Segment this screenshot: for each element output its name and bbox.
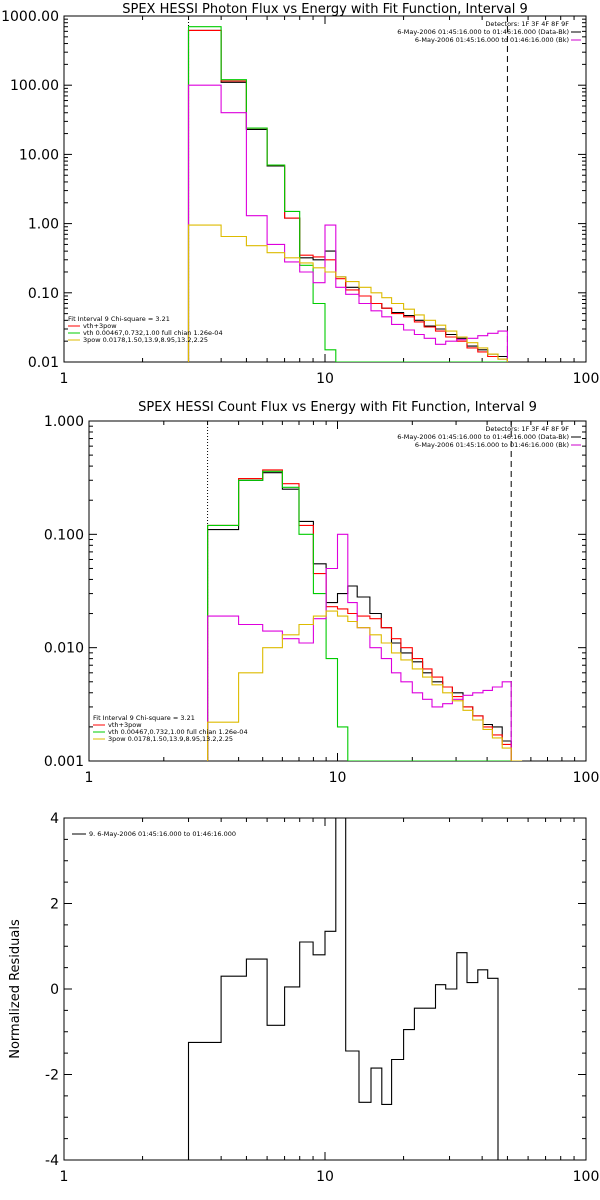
photon-series-4 — [187, 224, 508, 362]
photon-y-tick-label: 100.00 — [10, 78, 59, 94]
photon-y-tick-label: 1.00 — [28, 217, 59, 233]
count-series-4 — [207, 610, 523, 761]
count-series-2 — [207, 470, 523, 761]
count-legend-bottomleft-entry: vth 0.00467,0.732,1.00 full chian 1.26e-… — [108, 728, 248, 736]
residuals-y-tick-label: 4 — [50, 811, 59, 827]
photon-x-ticks — [63, 16, 575, 362]
photon-legend-bottomleft-entry: Fit Interval 9 Chi-square = 3.21 — [68, 315, 170, 323]
residuals-x-tick-label: 10 — [316, 1169, 334, 1185]
count-legend-bottomleft-entry: Fit Interval 9 Chi-square = 3.21 — [93, 714, 195, 722]
photon-series-2 — [187, 26, 508, 362]
photon-legend-topright-entry: 6-May-2006 01:45:16.000 to 01:46:16.000 … — [397, 28, 569, 36]
residuals-x-tick-label: 100 — [573, 1169, 600, 1185]
residuals-y-ticks — [64, 817, 586, 1161]
residuals-y-axis-label: Normalized Residuals — [8, 919, 23, 1059]
count-legend-bottomleft-entry: 3pow 0.0178,1.50,13.9,8.95,13.2,2.25 — [108, 735, 233, 743]
count-panel: SPEX HESSI Count Flux vs Energy with Fit… — [44, 400, 599, 786]
count-x-tick-label: 10 — [329, 770, 347, 786]
count-y-tick-label: 0.001 — [44, 754, 84, 770]
residuals-series-0 — [187, 818, 508, 1160]
count-legend-bottomleft: Fit Interval 9 Chi-square = 3.21vth+3pow… — [93, 714, 248, 743]
photon-y-tick-label: 10.00 — [19, 147, 59, 163]
photon-series-3 — [187, 84, 508, 362]
photon-legend-bottomleft-entry: vth 0.00467,0.732,1.00 full chian 1.26e-… — [83, 329, 223, 337]
photon-panel: SPEX HESSI Photon Flux vs Energy with Fi… — [1, 2, 599, 387]
residuals-y-tick-label: -4 — [45, 1153, 59, 1169]
residuals-legend-topleft-entry: 9. 6-May-2006 01:45:16.000 to 01:46:16.0… — [89, 830, 236, 838]
photon-y-tick-label: 0.01 — [28, 355, 59, 371]
photon-series-1 — [187, 29, 508, 362]
count-x-tick-label: 100 — [573, 770, 600, 786]
photon-y-tick-label: 1000.00 — [1, 9, 59, 25]
count-title: SPEX HESSI Count Flux vs Energy with Fit… — [138, 400, 537, 415]
photon-legend-bottomleft-entry: 3pow 0.0178,1.50,13.9,8.95,13.2,2.25 — [83, 336, 208, 344]
residuals-series-group — [187, 818, 508, 1160]
residuals-plot-frame — [63, 817, 587, 1161]
photon-x-tick-label: 100 — [573, 371, 600, 387]
residuals-x-ticks — [63, 818, 575, 1160]
count-legend-topright-entry: Detectors: 1F 3F 4F 8F 9F — [485, 425, 569, 433]
photon-legend-bottomleft-entry: vth+3pow — [83, 322, 117, 330]
photon-series-group — [187, 26, 508, 362]
count-y-tick-label: 0.100 — [44, 527, 84, 543]
photon-legend-bottomleft: Fit Interval 9 Chi-square = 3.21vth+3pow… — [68, 315, 223, 344]
photon-legend-topright-entry: Detectors: 1F 3F 4F 8F 9F — [485, 20, 569, 28]
photon-legend-topright: Detectors: 1F 3F 4F 8F 9F6-May-2006 01:4… — [397, 20, 581, 44]
photon-x-tick-label: 1 — [60, 371, 69, 387]
count-series-group — [207, 469, 523, 761]
residuals-panel: Normalized Residuals 1 10 100 -4 -2 0 2 4 9. 6-Ma… — [8, 811, 599, 1185]
count-y-tick-label: 1.000 — [44, 414, 84, 430]
residuals-legend-topleft: 9. 6-May-2006 01:45:16.000 to 01:46:16.0… — [72, 830, 236, 838]
count-legend-topright-entry: 6-May-2006 01:45:16.000 to 01:46:16.000 … — [397, 433, 569, 441]
count-series-1 — [207, 469, 523, 761]
count-y-ticks — [89, 420, 586, 762]
count-legend-bottomleft-entry: vth+3pow — [108, 721, 142, 729]
photon-series-0 — [187, 29, 508, 362]
residuals-x-tick-label: 1 — [60, 1169, 69, 1185]
count-legend-topright: Detectors: 1F 3F 4F 8F 9F6-May-2006 01:4… — [397, 425, 581, 449]
residuals-y-tick-label: 2 — [50, 897, 59, 913]
count-x-tick-label: 1 — [85, 770, 94, 786]
photon-y-ticks — [64, 15, 586, 363]
count-y-tick-label: 0.010 — [44, 641, 84, 657]
photon-x-tick-label: 10 — [316, 371, 334, 387]
residuals-y-tick-label: 0 — [50, 982, 59, 998]
photon-y-tick-label: 0.10 — [28, 286, 59, 302]
count-series-3 — [207, 533, 523, 761]
photon-legend-topright-entry: 6-May-2006 01:45:16.000 to 01:46:16.000 … — [415, 36, 569, 44]
residuals-y-tick-label: -2 — [45, 1068, 59, 1084]
photon-title: SPEX HESSI Photon Flux vs Energy with Fi… — [122, 2, 528, 17]
count-legend-topright-entry: 6-May-2006 01:45:16.000 to 01:46:16.000 … — [415, 441, 569, 449]
count-x-ticks — [88, 421, 576, 761]
